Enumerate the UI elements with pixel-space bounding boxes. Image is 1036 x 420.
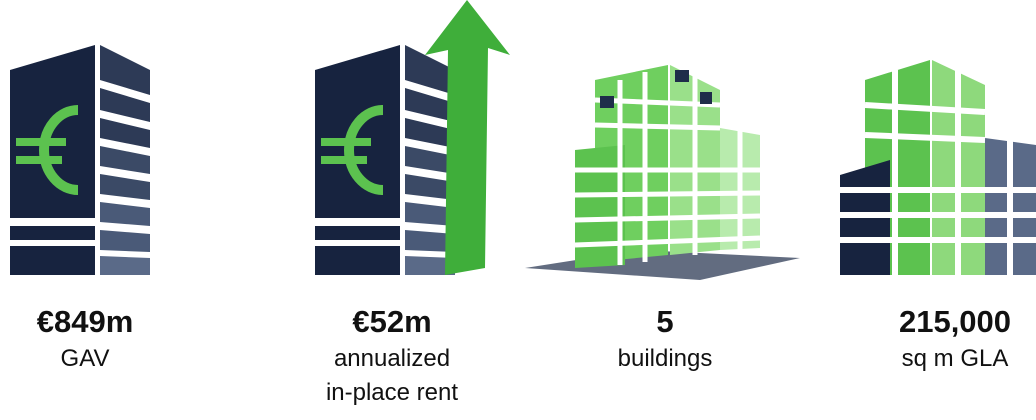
stat-value: €849m (0, 302, 205, 342)
stat-label: GAV (0, 342, 205, 376)
buildings-icon (525, 65, 800, 280)
infographic: €849mGAV €52mannualizedin-place rent 5bu… (0, 0, 1036, 420)
icons (0, 0, 1036, 300)
stat-value: €52m (272, 302, 512, 342)
stat-label: buildings (545, 342, 785, 376)
stat-label: sq m GLA (835, 342, 1036, 376)
stat-label: annualized (272, 342, 512, 376)
stat-label: in-place rent (272, 376, 512, 410)
stat-value: 5 (545, 302, 785, 342)
buildings-gla-icon (840, 60, 1036, 275)
building-euro-icon (10, 45, 150, 275)
building-euro-icon (315, 45, 455, 275)
stat-value: 215,000 (835, 302, 1036, 342)
